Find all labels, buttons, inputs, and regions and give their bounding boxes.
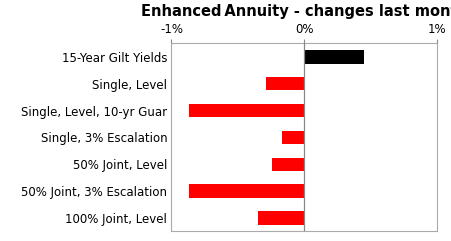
Bar [258,211,304,225]
Bar [189,104,304,117]
Title: Enhanced Annuity - changes last month: Enhanced Annuity - changes last month [141,5,451,20]
Bar [272,158,304,171]
Bar [266,77,304,90]
Bar [304,50,364,64]
Bar [282,131,304,144]
Bar [189,184,304,198]
